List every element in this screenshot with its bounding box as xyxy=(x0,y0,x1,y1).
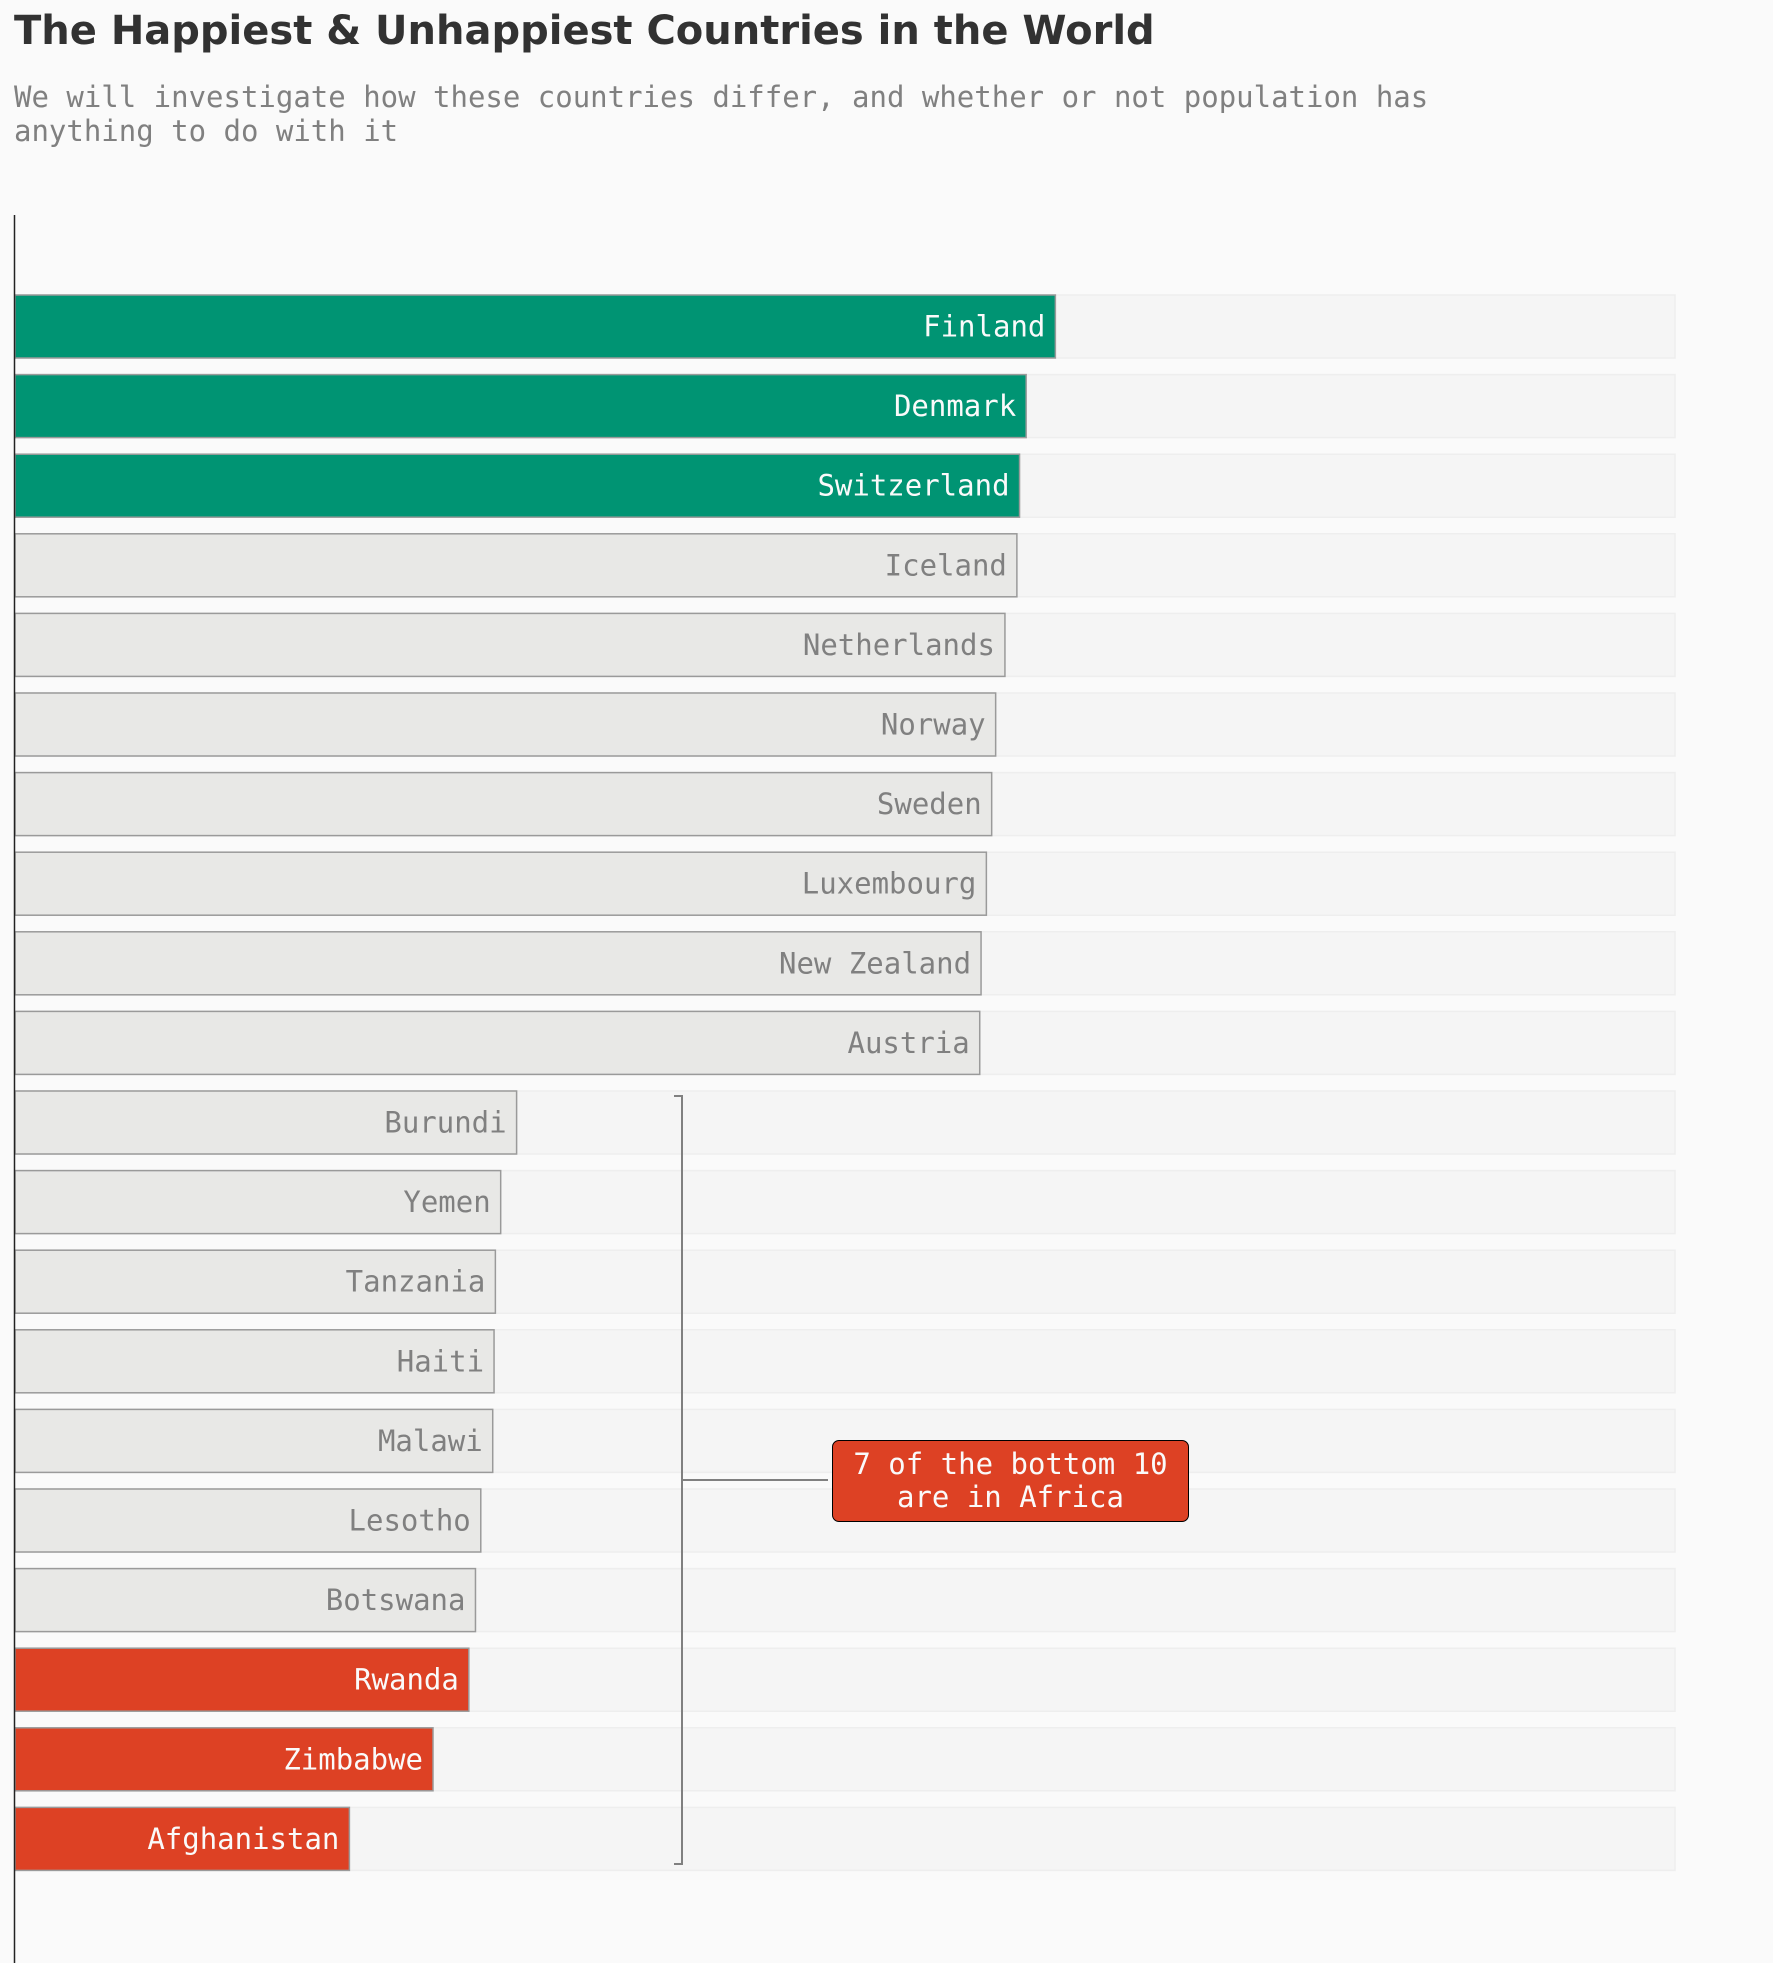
bar-zimbabwe xyxy=(14,1727,434,1792)
bar-austria xyxy=(14,1010,981,1076)
bars xyxy=(14,294,1057,1872)
bar-label-afghanistan: Afghanistan xyxy=(147,1822,339,1856)
bar-denmark xyxy=(14,373,1027,439)
bar-malawi xyxy=(14,1408,494,1474)
bar-sweden xyxy=(14,771,993,837)
chart-title: The Happiest & Unhappiest Countries in t… xyxy=(14,8,1155,54)
bar-switzerland xyxy=(14,453,1021,518)
bar-rwanda xyxy=(14,1647,470,1712)
bar-afghanistan xyxy=(14,1806,351,1872)
bar-tracks xyxy=(14,294,1676,1872)
bar-label-burundi: Burundi xyxy=(384,1106,506,1140)
bar-label-tanzania: Tanzania xyxy=(346,1265,486,1299)
bar-tanzania xyxy=(14,1249,497,1314)
bar-label-denmark: Denmark xyxy=(894,389,1017,423)
bar-label-luxembourg: Luxembourg xyxy=(802,867,977,901)
annotation-line-1: 7 of the bottom 10 xyxy=(853,1447,1168,1481)
bar-label-malawi: Malawi xyxy=(378,1424,483,1458)
bar-label-norway: Norway xyxy=(881,708,986,742)
bar-label-zimbabwe: Zimbabwe xyxy=(283,1742,423,1776)
bar-label-new-zealand: New Zealand xyxy=(779,946,971,980)
bar-yemen xyxy=(14,1169,502,1235)
bar-label-haiti: Haiti xyxy=(397,1344,484,1378)
bar-label-switzerland: Switzerland xyxy=(817,469,1009,503)
annotation-callout: 7 of the bottom 10 are in Africa xyxy=(832,1440,1189,1522)
chart-subtitle: We will investigate how these countries … xyxy=(14,80,1429,148)
bar-norway xyxy=(14,692,997,757)
bar-label-yemen: Yemen xyxy=(403,1185,490,1219)
annotation-line-2: are in Africa xyxy=(897,1480,1124,1514)
bar-label-sweden: Sweden xyxy=(877,787,982,821)
bar-label-botswana: Botswana xyxy=(326,1583,466,1617)
bar-label-rwanda: Rwanda xyxy=(354,1663,459,1697)
bar-finland xyxy=(14,294,1057,359)
bar-iceland xyxy=(14,533,1018,598)
bar-label-austria: Austria xyxy=(848,1026,970,1060)
bar-label-netherlands: Netherlands xyxy=(803,628,995,662)
bar-label-finland: Finland xyxy=(923,310,1045,344)
bar-burundi xyxy=(14,1090,518,1155)
bar-labels: Finland Denmark Switzerland Iceland Netherla… xyxy=(147,310,1045,1856)
bar-label-iceland: Iceland xyxy=(885,548,1007,582)
bar-luxembourg xyxy=(14,851,988,916)
bracket xyxy=(674,1095,828,1865)
bar-label-lesotho: Lesotho xyxy=(349,1504,471,1538)
